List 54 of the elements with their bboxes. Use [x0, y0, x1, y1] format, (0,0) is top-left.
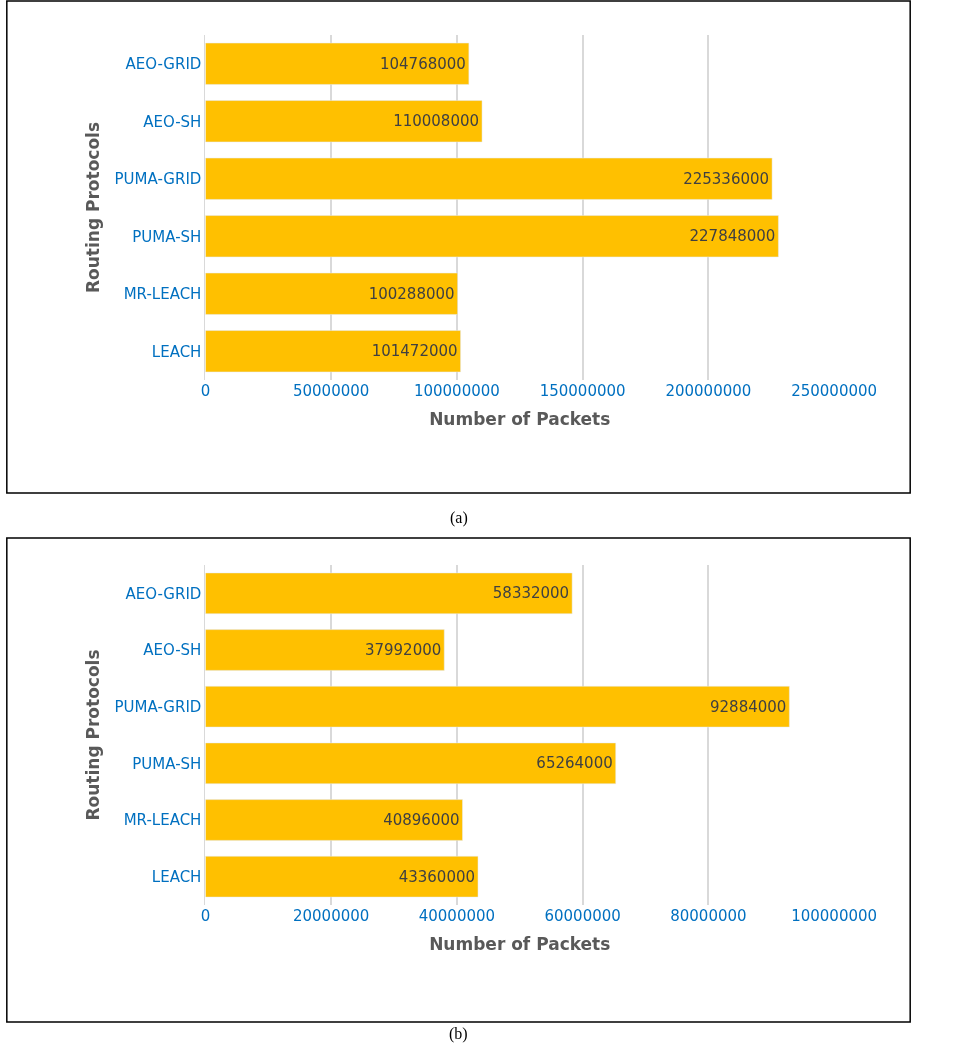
data-label: 43360000	[398, 867, 476, 886]
data-label: 227848000	[689, 227, 776, 246]
text: (a)	[450, 509, 468, 527]
x-tick-label: 0	[200, 907, 211, 925]
bar	[205, 100, 483, 143]
bar	[205, 42, 470, 85]
y-tick-label: PUMA-SH	[132, 227, 202, 246]
bar	[205, 330, 461, 373]
data-label: 104768000	[379, 54, 466, 73]
x-tick-label: 150000000	[539, 382, 626, 400]
bar	[205, 742, 616, 784]
x-tick-label: 0	[200, 382, 211, 400]
data-label: 225336000	[683, 169, 770, 188]
x-tick-label: 80000000	[670, 907, 747, 925]
y-tick-label: AEO-SH	[143, 641, 202, 660]
x-tick-label: 200000000	[665, 382, 752, 400]
y-axis-title: Routing Protocols	[83, 121, 104, 294]
y-tick-label: PUMA-GRID	[114, 697, 202, 716]
x-tick-label: 60000000	[544, 907, 621, 925]
data-label: 37992000	[364, 641, 442, 659]
bar	[205, 686, 790, 728]
y-tick-label: LEACH	[151, 867, 202, 886]
data-label: 65264000	[536, 754, 613, 773]
y-tick-label: MR-LEACH	[123, 811, 202, 830]
bar	[205, 629, 445, 671]
bar	[205, 572, 573, 614]
data-label: 100288000	[368, 284, 455, 303]
y-tick-label: AEO-GRID	[125, 584, 202, 603]
data-label: 92884000	[710, 697, 787, 716]
x-axis-title: Number of Packets	[429, 934, 611, 955]
y-tick-label: AEO-GRID	[125, 55, 202, 73]
data-label: 58332000	[492, 584, 570, 603]
x-axis-title: Number of Packets	[429, 409, 611, 430]
y-tick-label: LEACH	[151, 342, 202, 361]
y-tick-label: PUMA-SH	[132, 754, 202, 773]
text: (b)	[449, 1025, 468, 1043]
x-tick-label: 20000000	[292, 907, 370, 925]
bar	[205, 157, 773, 200]
data-label: 110008000	[393, 112, 480, 131]
x-tick-label: 100000000	[413, 382, 500, 400]
data-label: 40896000	[383, 811, 460, 829]
y-axis-title: Routing Protocols	[83, 649, 104, 821]
x-tick-label: 50000000	[292, 382, 370, 400]
bar	[205, 856, 479, 898]
bar	[205, 799, 463, 841]
bar	[205, 272, 458, 315]
x-tick-label: 250000000	[791, 382, 878, 400]
x-tick-label: 100000000	[791, 907, 878, 925]
y-tick-label: MR-LEACH	[123, 285, 202, 303]
data-label: 101472000	[371, 342, 458, 361]
y-tick-label: PUMA-GRID	[114, 170, 202, 188]
x-tick-label: 40000000	[418, 907, 496, 925]
bar	[205, 215, 779, 258]
y-tick-label: AEO-SH	[143, 112, 202, 131]
